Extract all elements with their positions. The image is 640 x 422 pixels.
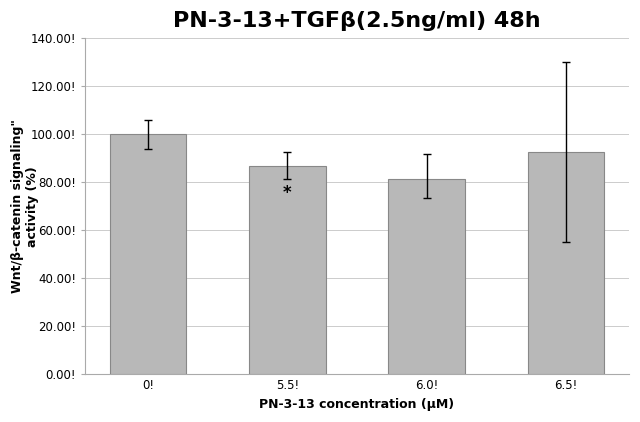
Bar: [527, 152, 604, 374]
Y-axis label: Wnt/β-catenin signaling"
activity (%): Wnt/β-catenin signaling" activity (%): [11, 119, 39, 293]
Bar: [110, 134, 186, 374]
X-axis label: PN-3-13 concentration (μM): PN-3-13 concentration (μM): [259, 398, 454, 411]
Bar: [249, 165, 326, 374]
Bar: [388, 179, 465, 374]
Title: PN-3-13+TGFβ(2.5ng/ml) 48h: PN-3-13+TGFβ(2.5ng/ml) 48h: [173, 11, 541, 31]
Text: *: *: [283, 184, 292, 202]
